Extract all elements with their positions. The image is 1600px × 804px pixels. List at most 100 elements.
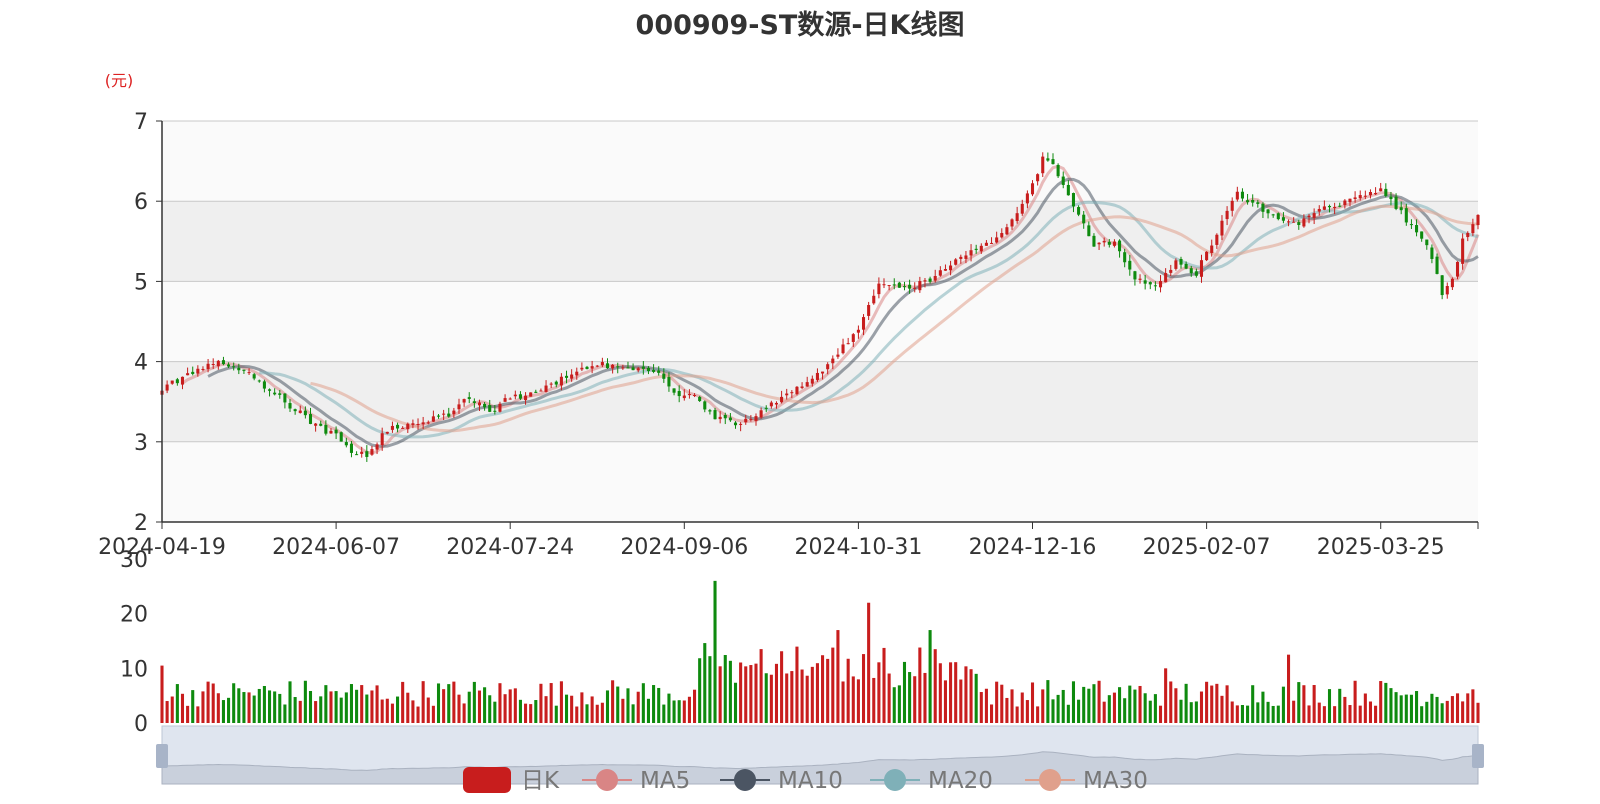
volume-bar bbox=[257, 688, 261, 723]
volume-bar bbox=[1220, 695, 1224, 723]
volume-bar bbox=[1409, 694, 1413, 723]
volume-bar bbox=[821, 655, 825, 723]
candle-body bbox=[1420, 231, 1424, 239]
candle-body bbox=[1455, 261, 1460, 277]
volume-bar bbox=[170, 696, 174, 723]
volume-bar bbox=[411, 700, 415, 723]
candle-body bbox=[1194, 271, 1198, 276]
candle-body bbox=[1066, 184, 1070, 196]
candle-body bbox=[442, 413, 446, 415]
price-grid-bands bbox=[162, 121, 1478, 522]
volume-bar bbox=[549, 683, 553, 723]
volume-bar bbox=[477, 690, 482, 723]
volume-bar bbox=[1425, 701, 1429, 723]
candle-body bbox=[1097, 242, 1101, 245]
volume-bar bbox=[1015, 706, 1019, 723]
zoom-handle[interactable] bbox=[156, 744, 168, 768]
candle-body bbox=[1071, 193, 1076, 207]
volume-bar bbox=[1343, 696, 1347, 723]
candle-body bbox=[641, 366, 645, 369]
candle-body bbox=[462, 399, 466, 403]
candle-body bbox=[360, 451, 364, 454]
volume-bar bbox=[780, 651, 784, 723]
volume-tick-label: 20 bbox=[120, 603, 148, 628]
volume-bar bbox=[262, 685, 266, 723]
volume-bar bbox=[1353, 680, 1357, 723]
volume-bar bbox=[708, 656, 712, 723]
volume-bar bbox=[841, 681, 845, 723]
candle-body bbox=[841, 344, 845, 354]
candle-body bbox=[1348, 198, 1352, 203]
volume-bar bbox=[1082, 686, 1086, 723]
candle-body bbox=[1158, 281, 1163, 288]
volume-bar bbox=[349, 684, 353, 723]
candle-body bbox=[595, 365, 599, 367]
candle-body bbox=[257, 380, 261, 382]
date-tick-label: 2025-03-25 bbox=[1317, 535, 1445, 560]
volume-bar bbox=[1030, 682, 1035, 723]
volume-bar bbox=[1143, 693, 1147, 723]
candle-body bbox=[1077, 207, 1081, 215]
volume-bar bbox=[529, 704, 533, 723]
volume-bar bbox=[1281, 686, 1285, 723]
zoom-handle[interactable] bbox=[1472, 744, 1484, 768]
candle-body bbox=[513, 394, 517, 397]
candle-body bbox=[534, 391, 538, 393]
volume-bar bbox=[672, 700, 676, 723]
candle-body bbox=[897, 282, 901, 288]
candle-body bbox=[703, 401, 707, 410]
legend-dot bbox=[884, 769, 906, 791]
candle-body bbox=[380, 433, 384, 446]
volume-bar bbox=[370, 690, 374, 723]
volume-bar bbox=[1240, 705, 1244, 723]
candle-body bbox=[780, 396, 784, 403]
candle-body bbox=[1394, 196, 1398, 209]
candle-body bbox=[1251, 200, 1255, 203]
volume-bar bbox=[544, 696, 548, 723]
candle-body bbox=[375, 444, 379, 450]
volume-bar bbox=[211, 683, 215, 723]
volume-bar bbox=[636, 691, 640, 723]
volume-bar bbox=[1153, 694, 1157, 723]
volume-bar bbox=[595, 704, 599, 723]
volume-bar bbox=[580, 692, 584, 723]
candle-body bbox=[396, 424, 400, 429]
candle-body bbox=[974, 248, 978, 250]
candle-body bbox=[355, 454, 359, 456]
volume-bar bbox=[467, 691, 471, 723]
candle-body bbox=[1199, 260, 1204, 277]
volume-bar bbox=[641, 683, 645, 723]
volume-bar bbox=[457, 694, 461, 723]
candle-body bbox=[1322, 206, 1326, 210]
volume-bar bbox=[815, 663, 819, 723]
volume-bar bbox=[1466, 693, 1470, 723]
volume-bar bbox=[1102, 701, 1106, 723]
candle-body bbox=[1015, 213, 1019, 222]
volume-bar bbox=[1046, 680, 1050, 723]
volume-tick-label: 30 bbox=[120, 548, 148, 573]
candle-body bbox=[1353, 197, 1357, 200]
y-axis-unit-label: (元) bbox=[105, 71, 134, 90]
candle-body bbox=[744, 418, 748, 423]
volume-bar bbox=[861, 654, 866, 723]
volume-bar bbox=[1087, 688, 1091, 723]
candle-body bbox=[529, 392, 533, 397]
volume-bar bbox=[682, 700, 686, 723]
candle-body bbox=[385, 431, 389, 434]
volume-bar bbox=[1374, 705, 1378, 723]
volume-bar bbox=[1455, 693, 1460, 723]
candle-body bbox=[175, 379, 179, 384]
candle-body bbox=[749, 418, 753, 420]
candle-body bbox=[723, 414, 727, 419]
candle-body bbox=[1461, 238, 1465, 264]
legend-item: MA30 bbox=[1025, 768, 1148, 794]
volume-bar bbox=[314, 701, 318, 723]
volume-bar bbox=[416, 706, 420, 723]
volume-bar bbox=[846, 658, 850, 723]
volume-bar bbox=[1020, 692, 1024, 723]
candle-body bbox=[303, 410, 307, 416]
candle-body bbox=[1030, 183, 1035, 195]
volume-bar bbox=[964, 666, 968, 723]
candle-body bbox=[1404, 208, 1408, 223]
volume-bar bbox=[390, 703, 394, 723]
